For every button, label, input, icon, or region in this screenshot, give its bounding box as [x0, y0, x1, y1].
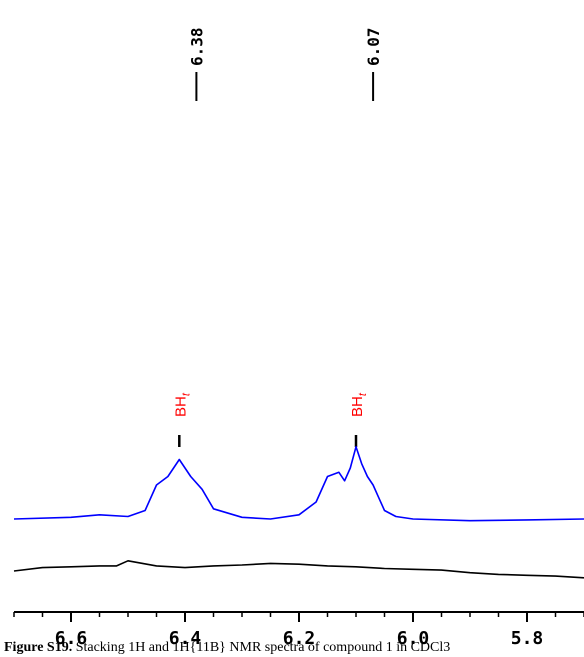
- assignment-label: BHt: [172, 392, 192, 417]
- assignment-label: BHt: [349, 392, 369, 417]
- x-tick-label: 6.6: [55, 628, 88, 649]
- x-tick-label: 5.8: [511, 628, 544, 649]
- spectrum-traces: [13, 445, 584, 579]
- figure-caption: Figure S19. Stacking 1H and 1H{11B} NMR …: [4, 640, 584, 657]
- peak-shift-label: 6.38: [187, 27, 206, 66]
- peak-shift-label: 6.07: [364, 27, 383, 66]
- series-line-2: [13, 559, 584, 579]
- x-axis: 6.6 6.4 6.2 6.0 5.8: [13, 611, 584, 649]
- peak-assignments: BHt BHt: [172, 392, 369, 447]
- caption-text: Stacking 1H and 1H{11B} NMR spectra of c…: [72, 640, 451, 655]
- peak-labels: 6.38 6.07: [187, 27, 383, 101]
- x-tick-label: 6.2: [283, 628, 316, 649]
- x-tick-label: 6.0: [397, 628, 430, 649]
- series-line-1: [13, 445, 584, 522]
- x-tick-label: 6.4: [169, 628, 202, 649]
- caption-figure-number: Figure S19.: [4, 640, 73, 655]
